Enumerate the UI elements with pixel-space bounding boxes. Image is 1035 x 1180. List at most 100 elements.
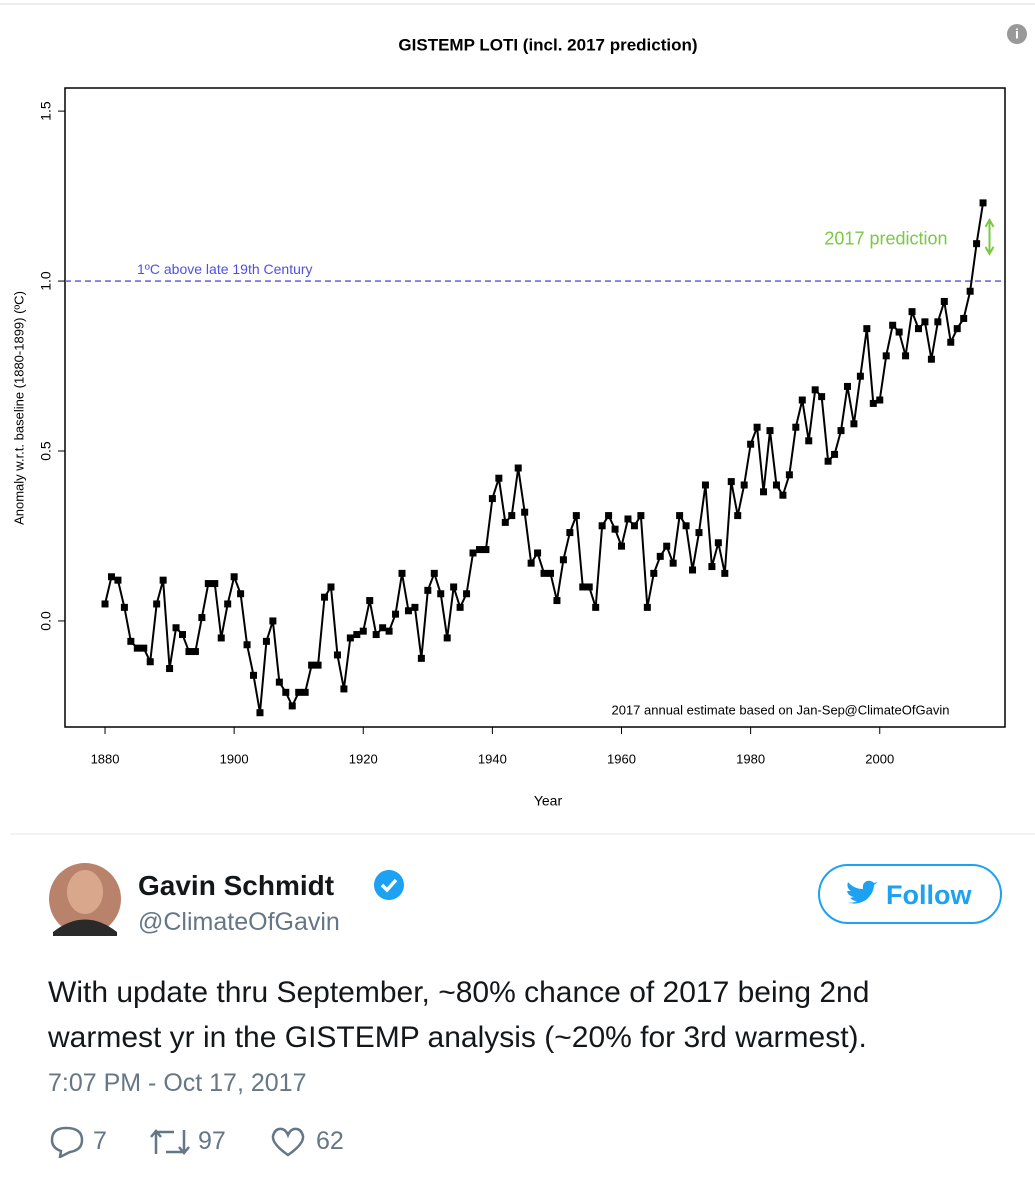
point [198,614,206,622]
point [437,590,445,598]
x-tick-label: 1940 [478,751,507,766]
point [914,325,922,333]
point [262,637,270,645]
point [689,566,697,574]
point [398,569,406,577]
point [404,607,412,615]
author-name[interactable]: Gavin Schmidt [138,870,335,901]
x-axis-label: Year [534,793,563,809]
point [488,495,496,503]
point [508,512,516,520]
like-icon[interactable] [270,1126,306,1158]
author-handle[interactable]: @ClimateOfGavin [138,908,340,936]
point [966,287,974,295]
point [204,580,212,588]
point [701,481,709,489]
point [534,549,542,557]
point [740,481,748,489]
point [902,352,910,360]
point [753,423,761,431]
point [856,372,864,380]
point [721,569,729,577]
reply-icon[interactable] [50,1126,86,1158]
point [185,648,193,656]
point [540,569,548,577]
point [417,654,425,662]
point [889,321,897,329]
point [579,583,587,591]
point [366,597,374,605]
point [424,586,432,594]
point [295,688,303,696]
point [605,512,613,520]
point [811,386,819,394]
x-tick-label: 2000 [865,751,894,766]
point [947,338,955,346]
point [843,382,851,390]
point [430,569,438,577]
avatar[interactable] [48,862,122,936]
point [301,688,309,696]
follow-button[interactable]: Follow [818,864,1002,924]
point [682,522,690,530]
y-tick-label: 0.5 [38,441,54,461]
point [191,648,199,656]
note: 2017 annual estimate based on Jan-Sep. [611,702,848,717]
point [869,399,877,407]
point [411,603,419,611]
x-tick-label: 1880 [91,751,120,766]
point [779,491,787,499]
info-icon[interactable] [1007,24,1027,44]
prediction-label: 2017 prediction [824,229,947,249]
point [333,651,341,659]
chart: i GISTEMP LOTI (incl. 2017 prediction) Y… [0,3,1035,835]
point [973,240,981,248]
point [346,634,354,642]
point [798,396,806,404]
point [243,641,251,649]
point [921,318,929,326]
prediction-arrow [984,217,995,256]
y-axis-label: Anomaly w.r.t. baseline (1880-1899) (ºC) [11,291,26,525]
x-tick-label: 1980 [736,751,765,766]
point [166,665,174,673]
point [146,658,154,666]
point [895,328,903,336]
point [521,508,529,516]
timestamp[interactable]: 7:07 PM - Oct 17, 2017 [48,1069,307,1097]
point [463,590,471,598]
point [282,688,290,696]
point [353,631,361,639]
point [979,199,987,207]
retweet-icon[interactable] [148,1126,192,1158]
point [792,423,800,431]
point [172,624,180,632]
tweet-text: With update thru September, ~80% chance … [48,976,870,1054]
point [805,437,813,445]
series-line [104,202,985,713]
bird-icon [846,880,878,904]
point [656,552,664,560]
point [514,464,522,472]
point [592,603,600,611]
point [714,539,722,547]
point [630,522,638,530]
reply-count: 7 [93,1127,107,1155]
y-tick-label: 1.0 [38,271,54,291]
point [663,542,671,550]
point [927,355,935,363]
point [114,576,122,584]
point [443,634,451,642]
y-tick-label: 0.0 [38,611,54,631]
point [760,488,768,496]
point [953,325,961,333]
retweet-count: 97 [198,1127,226,1155]
point [107,573,115,581]
point [766,427,774,435]
point [611,525,619,533]
point [469,549,477,557]
point [321,593,329,601]
point [850,420,858,428]
point [256,709,264,717]
